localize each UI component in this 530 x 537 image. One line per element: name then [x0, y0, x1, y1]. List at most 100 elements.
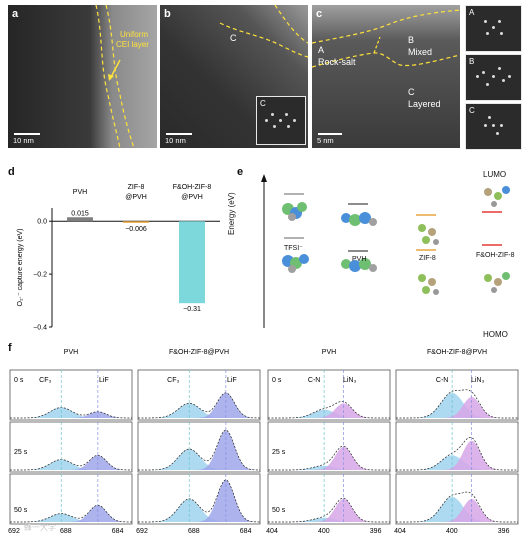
- xps-frame: [395, 369, 519, 421]
- component-peak-purple: [268, 403, 390, 418]
- fft-panel-b: B: [465, 54, 522, 101]
- scale-text-c: 5 nm: [317, 136, 334, 145]
- component-peak-blue: [268, 409, 390, 418]
- x-tick-label: 684: [240, 528, 252, 535]
- xps-frame: [9, 473, 133, 525]
- scale-bar-a: [14, 133, 40, 135]
- pvh-lumo-molecule: [341, 212, 377, 226]
- tem-a-texture: [8, 5, 157, 148]
- scale-bar-b: [166, 133, 192, 135]
- xps-column-title: PVH: [64, 349, 78, 356]
- cei-annotation-line2: CEI layer: [116, 40, 149, 49]
- fft-dot: [273, 125, 276, 128]
- region-a-letter: A: [318, 45, 325, 55]
- time-label: 25 s: [272, 449, 286, 456]
- fft-inset-b-label: C: [260, 99, 266, 108]
- zif8-molecule-top: [418, 224, 439, 245]
- fit-envelope: [396, 437, 518, 471]
- bar: [179, 221, 205, 304]
- fit-envelope: [138, 429, 260, 471]
- fft-dot: [488, 116, 491, 119]
- bar-value-label: −0.006: [125, 226, 147, 233]
- xps-frame: [267, 473, 391, 525]
- peak-label: C-N: [308, 377, 320, 384]
- scale-bar-c: [318, 133, 342, 135]
- fft-dot: [287, 125, 290, 128]
- category-label: F&OH-ZIF-8: [173, 184, 212, 191]
- xps-spectrum-panel: 0 s C-N LiN₃: [267, 369, 391, 421]
- bar: [67, 217, 93, 222]
- x-tick-label: 396: [498, 528, 510, 535]
- fit-envelope: [10, 407, 132, 419]
- fft-dot: [486, 83, 489, 86]
- xps-spectrum-panel: [395, 473, 519, 525]
- peak-label: LiN₃: [471, 377, 485, 384]
- peak-label: C-N: [436, 377, 448, 384]
- y-tick-label: −0.2: [33, 272, 47, 279]
- bar-value-label: −0.31: [183, 306, 201, 313]
- x-tick-label: 400: [318, 528, 330, 535]
- xps-column-title: F&OH-ZIF-8@PVH: [427, 349, 487, 356]
- component-peak-blue: [396, 496, 518, 522]
- fft-panel-c: C: [465, 103, 522, 150]
- xps-spectrum-panel: 0 s CF₃ LiF: [9, 369, 133, 421]
- fit-envelope: [268, 445, 390, 471]
- x-tick-label: 404: [394, 528, 406, 535]
- label-fohzif8: F&OH-ZIF-8: [476, 252, 515, 259]
- panel-label-e: e: [237, 166, 244, 178]
- component-peak-purple: [396, 498, 518, 522]
- category-label: @PVH: [125, 194, 147, 201]
- zif8-molecule-bottom: [418, 274, 439, 295]
- fohzif8-lumo-molecule: [484, 186, 510, 207]
- panel-label-b: b: [164, 8, 171, 20]
- fit-envelope: [10, 454, 132, 471]
- x-tick-label: 688: [188, 528, 200, 535]
- component-peak-purple: [10, 411, 132, 418]
- xps-spectrum-panel: 50 s: [267, 473, 391, 525]
- scale-text-b: 10 nm: [165, 136, 186, 145]
- xps-spectrum-panel: [137, 473, 261, 525]
- fft-panel-b-label: B: [469, 57, 475, 66]
- fft-dot: [279, 119, 282, 122]
- component-peak-blue: [396, 392, 518, 418]
- fft-dot: [500, 124, 503, 127]
- fit-envelope: [268, 497, 390, 523]
- xps-frame: [267, 369, 391, 421]
- xps-spectrum-panel: C-N LiN₃: [395, 369, 519, 421]
- tfsi-homo-molecule: [282, 254, 309, 273]
- xps-frame: [137, 369, 261, 421]
- fft-panel-a-label: A: [469, 8, 475, 17]
- xps-spectrum-panel: 25 s: [267, 421, 391, 473]
- fft-dot: [271, 113, 274, 116]
- xps-frame: [137, 473, 261, 525]
- fft-dot: [476, 75, 479, 78]
- y-tick-label: 0.0: [37, 219, 47, 226]
- component-peak-purple: [138, 430, 260, 470]
- panel-label-c: c: [316, 8, 323, 20]
- component-peak-purple: [268, 498, 390, 522]
- cei-annotation-line1: Uniform: [120, 30, 149, 39]
- x-tick-label: 404: [266, 528, 278, 535]
- xps-spectrum-panel: [395, 421, 519, 473]
- component-peak-purple: [396, 440, 518, 470]
- fft-dot: [285, 113, 288, 116]
- region-c-label-b: C: [230, 33, 237, 43]
- x-tick-label: 684: [112, 528, 124, 535]
- watermark: 蜂一大学: [24, 523, 56, 532]
- fft-dot: [484, 20, 487, 23]
- chart-d: 0.0 −0.2 −0.4 0.015 PVH −0.006 ZIF-8 @PVH −0.31 F…: [17, 184, 220, 332]
- fft-dot: [498, 20, 501, 23]
- x-tick-label: 396: [370, 528, 382, 535]
- peak-label: LiN₃: [343, 377, 357, 384]
- component-peak-purple: [138, 480, 260, 522]
- component-peak-purple: [268, 446, 390, 470]
- xps-spectrum-panel: CF₃ LiF: [137, 369, 261, 421]
- fft-dot: [502, 79, 505, 82]
- component-peak-blue: [10, 407, 132, 418]
- bar: [123, 221, 149, 223]
- xps-frame: [267, 421, 391, 473]
- panel-label-d: d: [8, 166, 15, 178]
- fft-dot: [482, 71, 485, 74]
- peak-label: LiF: [227, 377, 237, 384]
- tem-image-a: a Uniform CEI layer 10 nm: [8, 5, 157, 148]
